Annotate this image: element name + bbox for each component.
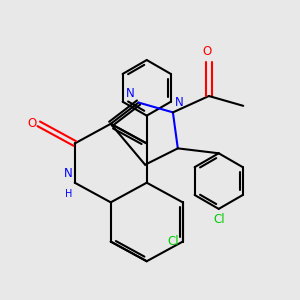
Text: O: O (27, 117, 36, 130)
Text: N: N (63, 167, 72, 180)
Text: H: H (65, 189, 72, 199)
Text: N: N (126, 87, 135, 100)
Text: O: O (202, 45, 212, 58)
Text: Cl: Cl (213, 213, 224, 226)
Text: Cl: Cl (167, 235, 179, 248)
Text: N: N (175, 96, 183, 109)
